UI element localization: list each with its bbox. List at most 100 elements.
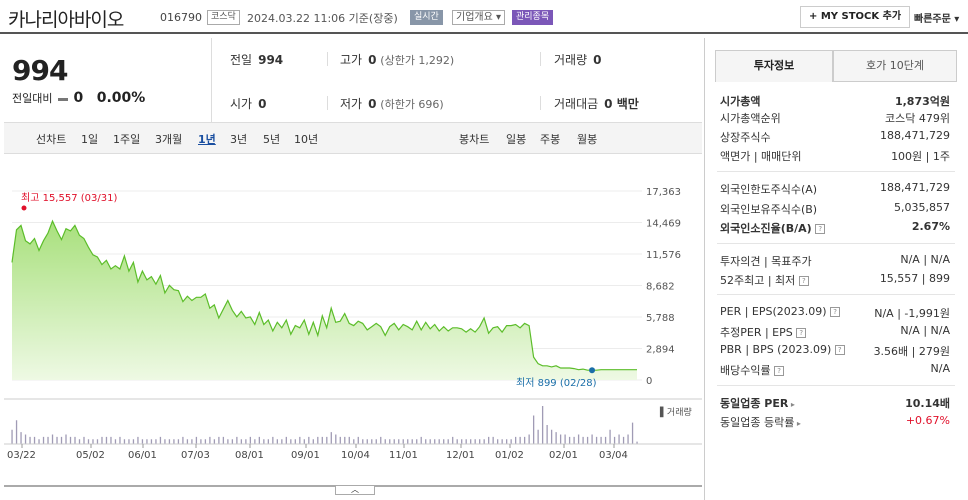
tab-1w[interactable]: 1주일 xyxy=(113,133,141,146)
help-icon[interactable]: ? xyxy=(815,224,826,234)
volume-bar xyxy=(528,434,530,444)
x-tick-label: 07/03 xyxy=(181,450,210,461)
volume-bar xyxy=(371,439,373,444)
x-tick-label: 01/02 xyxy=(495,450,524,461)
price-chart: 17,363 14,469 11,576 8,682 5,788 2,894 0 최고 15,… xyxy=(4,154,702,494)
volume-bar xyxy=(550,429,553,444)
high-cell: 고가 0 (상한가 1,292) xyxy=(340,53,455,67)
amount-cell: 거래대금 0 백만 xyxy=(554,97,639,111)
tab-10y[interactable]: 10년 xyxy=(294,133,319,146)
help-icon[interactable]: ? xyxy=(774,366,785,376)
y-tick-label: 8,682 xyxy=(646,282,675,293)
volume-bar xyxy=(622,436,625,444)
help-icon[interactable]: ? xyxy=(830,307,841,317)
volume-bar xyxy=(465,439,467,444)
volume-bar xyxy=(479,439,481,444)
volume-bar xyxy=(425,439,427,444)
volume-bar xyxy=(591,434,593,444)
volume-bar xyxy=(577,434,580,444)
tab-monthly[interactable]: 월봉 xyxy=(577,133,598,146)
per-row: PER | EPS(2023.09) ? N/A | -1,991원 xyxy=(720,305,950,320)
volume-bar xyxy=(308,436,310,444)
volume-bar xyxy=(263,439,265,444)
my-stock-add-button[interactable]: + MY STOCK 추가 xyxy=(800,6,911,28)
quick-order-button[interactable]: 빠른주문 ▾ xyxy=(914,14,960,25)
low-cell: 저가 0 (하한가 696) xyxy=(340,97,444,111)
volume-bar xyxy=(245,439,247,444)
tab-invest-info[interactable]: 투자정보 xyxy=(715,50,833,82)
volume-bar xyxy=(101,436,103,444)
tab-3y[interactable]: 3년 xyxy=(230,133,248,146)
chart-period-tabs: 선차트 1일 1주일 3개월 1년 3년 5년 10년 봉차트 일봉 주봉 월봉 xyxy=(4,122,702,154)
volume-bar xyxy=(168,439,171,444)
volume-bar xyxy=(393,439,395,444)
volume-bar xyxy=(110,436,112,444)
industry-rate-row: 동일업종 등락률 ▸ +0.67% xyxy=(720,414,950,429)
tab-3m[interactable]: 3개월 xyxy=(155,133,183,146)
price-area xyxy=(12,221,637,380)
price-change: 전일대비 0 0.00% xyxy=(12,90,145,106)
volume-bar xyxy=(119,436,121,444)
y-tick-label: 11,576 xyxy=(646,250,681,261)
volume-bar xyxy=(474,439,476,444)
x-tick-label: 02/01 xyxy=(549,450,578,461)
volume-bar xyxy=(47,436,49,444)
volume-bar xyxy=(353,439,355,444)
volume-bar xyxy=(600,436,602,444)
dividend-row: 배당수익률 ? N/A xyxy=(720,362,950,377)
volume-bar xyxy=(51,434,54,444)
help-icon[interactable]: ? xyxy=(834,345,845,355)
volume-bar xyxy=(357,436,359,444)
volume-bar xyxy=(213,439,216,444)
tab-1d[interactable]: 1일 xyxy=(81,133,99,146)
x-tick-label: 03/22 xyxy=(7,450,36,461)
volume-bar xyxy=(438,439,440,444)
volume-bar xyxy=(195,436,198,444)
high-marker xyxy=(21,205,27,211)
managed-badge: 관리종목 xyxy=(512,10,554,25)
tab-daily[interactable]: 일봉 xyxy=(506,133,527,146)
volume-bar xyxy=(294,439,296,444)
tab-1y[interactable]: 1년 xyxy=(198,133,216,146)
volume-bar xyxy=(155,439,157,444)
volume-bar xyxy=(29,436,31,444)
volume-bar xyxy=(339,436,341,444)
volume-bar xyxy=(114,439,117,444)
company-info-dropdown[interactable]: 기업개요 ▾ xyxy=(452,10,505,25)
volume-bar xyxy=(42,436,45,444)
tab-weekly[interactable]: 주봉 xyxy=(540,133,561,146)
divider xyxy=(717,385,955,386)
volume-bar xyxy=(532,415,535,444)
volume-bar xyxy=(159,436,162,444)
volume-bar xyxy=(87,439,90,444)
volume-bar xyxy=(38,439,40,444)
volume-bar xyxy=(398,439,400,444)
volume-bar xyxy=(609,429,611,444)
foreign-ratio-row: 외국인소진율(B/A) ? 2.67% xyxy=(720,220,950,235)
low-label: 최저 899 (02/28) xyxy=(516,377,597,389)
market-cap-row: 시가총액 1,873억원 xyxy=(720,95,950,108)
tab-5y[interactable]: 5년 xyxy=(263,133,281,146)
volume-bar xyxy=(326,436,328,444)
divider xyxy=(717,171,955,172)
collapse-toggle[interactable]: ︿ xyxy=(335,485,375,495)
tab-quote-10[interactable]: 호가 10단계 xyxy=(833,50,957,82)
volume-bar xyxy=(173,439,175,444)
help-icon[interactable]: ? xyxy=(798,276,809,286)
volume-bar xyxy=(24,434,27,444)
volume-bar xyxy=(506,439,508,444)
volume-bar xyxy=(272,436,274,444)
stock-name: 카나리아바이오 xyxy=(8,9,124,31)
volume-bar xyxy=(132,439,135,444)
volume-bar xyxy=(236,436,238,444)
volume-bar xyxy=(60,436,63,444)
help-icon[interactable]: ? xyxy=(796,328,807,338)
volume-bar xyxy=(267,439,269,444)
volume-cell: 거래량 0 xyxy=(554,53,602,67)
volume-bar xyxy=(69,436,72,444)
volume-bar xyxy=(186,439,189,444)
candle-chart-label: 봉차트 xyxy=(459,133,490,146)
volume-bar xyxy=(519,436,521,444)
x-tick-label: 05/02 xyxy=(76,450,105,461)
volume-bar xyxy=(366,439,368,444)
